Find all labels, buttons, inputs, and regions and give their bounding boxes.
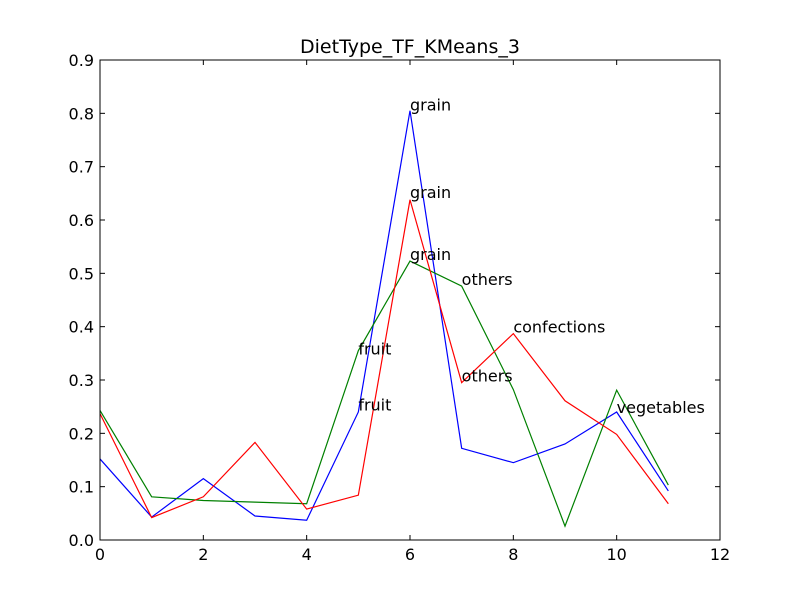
annotation-label: grain — [410, 96, 451, 115]
annotation-label: confections — [513, 318, 605, 337]
y-tick-label: 0.8 — [69, 104, 94, 123]
series-layer — [99, 110, 669, 528]
y-tick-label: 0.3 — [69, 371, 94, 390]
plot-frame — [99, 59, 721, 541]
x-tick-label: 8 — [508, 545, 518, 564]
y-tick-label: 0.4 — [69, 318, 94, 337]
series-line-1 — [99, 260, 669, 528]
y-tick-label: 0.9 — [69, 51, 94, 70]
x-tick-label: 6 — [405, 545, 415, 564]
y-tick-label: 0.0 — [69, 531, 94, 550]
annotation-label: others — [462, 367, 513, 386]
y-tick-label: 0.2 — [69, 424, 94, 443]
x-tick-label: 0 — [95, 545, 105, 564]
annotation-layer: grain grain grain others confections fruit oth… — [358, 96, 705, 417]
y-tick-label: 0.7 — [69, 158, 94, 177]
annotation-label: others — [462, 270, 513, 289]
annotation-label: vegetables — [617, 398, 705, 417]
annotation-label: grain — [410, 183, 451, 202]
x-tick-label: 2 — [198, 545, 208, 564]
y-tick-label: 0.5 — [69, 264, 94, 283]
x-tick-label: 10 — [606, 545, 626, 564]
y-tick-label: 0.1 — [69, 478, 94, 497]
annotation-label: fruit — [358, 339, 391, 358]
series-line-0 — [99, 110, 669, 521]
y-tick-label: 0.6 — [69, 211, 94, 230]
annotation-label: grain — [410, 245, 451, 264]
series-line-2 — [99, 199, 669, 519]
annotation-label: fruit — [358, 395, 391, 414]
axis-ticks: 0 2 4 6 8 10 12 0.0 0.1 0.2 0.3 0.4 0.5 0.6 0.7 0.8 0.9 — [69, 51, 731, 564]
x-tick-label: 12 — [710, 545, 730, 564]
x-tick-label: 4 — [302, 545, 312, 564]
chart-title: DietType_TF_KMeans_3 — [300, 36, 520, 58]
